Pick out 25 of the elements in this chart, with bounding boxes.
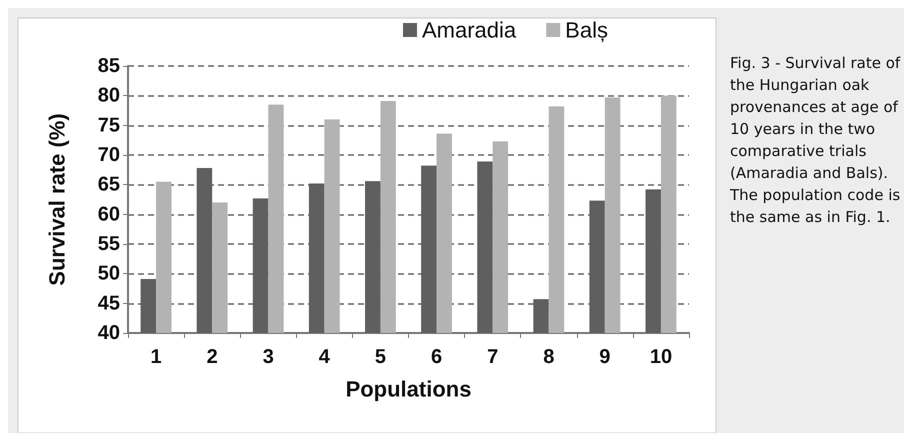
x-axis-title: Populations [346,376,472,402]
legend-label: Amaradia [422,18,517,42]
x-tick-label: 4 [318,346,331,368]
y-axis-title: Survival rate (%) [44,113,70,286]
x-tick-label: 3 [262,346,274,368]
x-tick-label: 7 [487,346,498,368]
y-tick-label: 70 [98,144,120,166]
x-tick-label: 10 [650,346,672,368]
x-tick-label: 6 [430,346,442,368]
x-tick-label: 9 [599,346,610,368]
x-tick-label: 8 [543,346,554,368]
y-tick-label: 50 [98,262,120,285]
x-tick-label: 1 [150,346,162,368]
x-tick-label: 5 [374,346,386,368]
y-tick-label: 45 [98,292,120,314]
y-tick-label: 65 [98,174,120,196]
caption: Fig. 3 - Survival rate of the Hungarian oak provenances at age of 10 years in the two comparative trials (Amaradia and Bals). The population code is the same as in Fig. 1. [729,54,905,226]
y-tick-label: 75 [98,114,120,136]
legend-label: Balș [565,18,608,42]
y-tick-label: 40 [98,322,120,344]
y-tick-label: 80 [98,84,120,107]
y-tick-label: 60 [98,203,120,226]
y-tick-label: 85 [98,55,120,77]
y-tick-label: 55 [98,233,120,255]
x-tick-label: 2 [206,346,218,368]
